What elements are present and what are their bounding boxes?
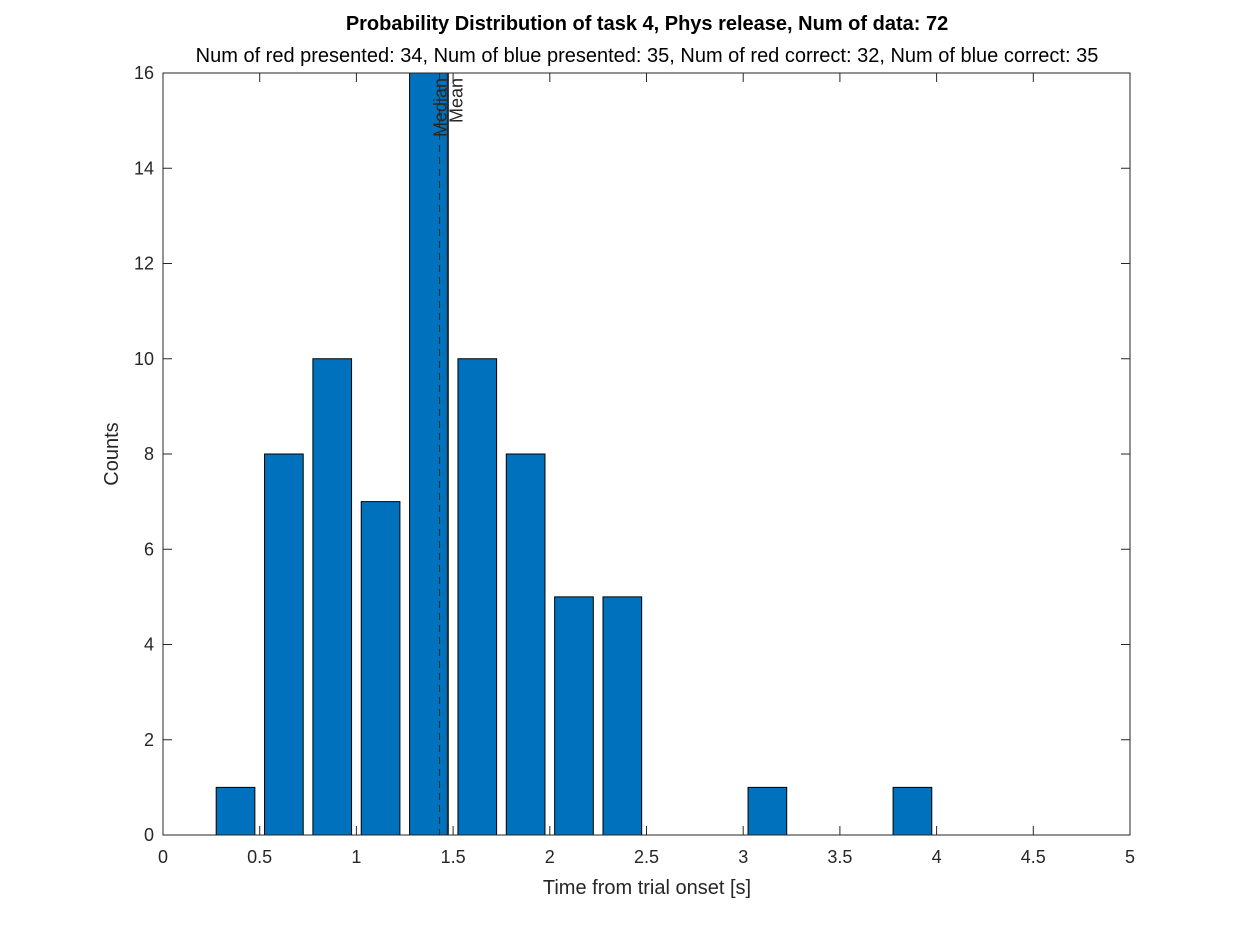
- x-tick-label: 1.5: [441, 847, 466, 867]
- x-tick-label: 0.5: [247, 847, 272, 867]
- x-tick-label: 4: [932, 847, 942, 867]
- y-tick-label: 12: [134, 254, 154, 274]
- y-tick-label: 8: [144, 444, 154, 464]
- histogram-bar: [602, 596, 643, 836]
- y-tick-label: 6: [144, 539, 154, 559]
- histogram-bar: [747, 786, 788, 836]
- x-tick-label: 2.5: [634, 847, 659, 867]
- histogram-bar: [360, 501, 401, 836]
- histogram-bar: [215, 786, 256, 836]
- histogram-bar: [264, 453, 304, 836]
- reference-label-mean: Mean: [446, 78, 466, 123]
- chart-subtitle: Num of red presented: 34, Num of blue pr…: [196, 45, 1099, 67]
- y-tick-label: 4: [144, 635, 154, 655]
- chart-title: Probability Distribution of task 4, Phys…: [346, 13, 948, 35]
- x-tick-label: 0: [158, 847, 168, 867]
- plot-area-frame: [162, 72, 1131, 836]
- y-tick-label: 10: [134, 349, 154, 369]
- bars-layer: [215, 72, 933, 836]
- histogram-bar: [505, 453, 546, 836]
- y-axis-label: Counts: [101, 422, 123, 485]
- y-tick-label: 14: [134, 158, 154, 178]
- y-tick-label: 16: [134, 63, 154, 83]
- reference-label-median: Median: [431, 78, 451, 137]
- histogram-bar: [409, 72, 449, 836]
- x-tick-label: 4.5: [1021, 847, 1046, 867]
- x-axis-label: Time from trial onset [s]: [543, 877, 751, 899]
- histogram-bar: [554, 596, 594, 836]
- histogram-bar: [892, 786, 933, 836]
- histogram-bar: [457, 358, 498, 836]
- y-tick-label: 0: [144, 825, 154, 845]
- histogram-bar: [312, 358, 353, 836]
- x-tick-label: 5: [1125, 847, 1135, 867]
- x-tick-label: 2: [545, 847, 555, 867]
- x-tick-label: 1: [351, 847, 361, 867]
- y-tick-label: 2: [144, 730, 154, 750]
- x-tick-label: 3: [738, 847, 748, 867]
- x-tick-label: 3.5: [827, 847, 852, 867]
- ticks-layer: 0 0.5 1 1.5 2 2.5 3 3.5 4 4.5 5 0 2 4 6 8 10 12 14 16: [134, 63, 1135, 867]
